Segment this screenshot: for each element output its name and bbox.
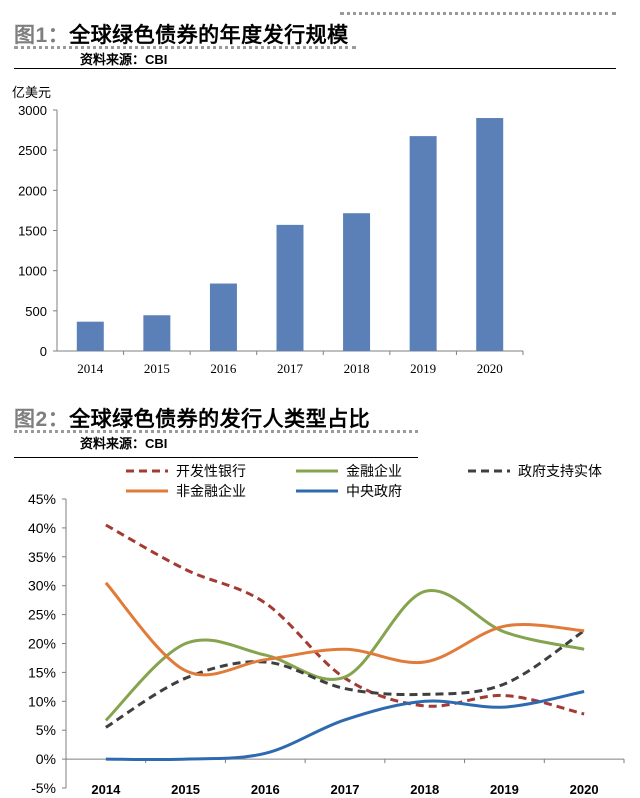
chart1: 0 500 1000 1500 2000 2500 3000 2014 2015 2016 2017…: [18, 103, 524, 376]
figure2-dotted-rule: [14, 430, 418, 433]
chart2-y-tick-label: 40%: [28, 520, 56, 536]
chart2-series-line-3: [104, 581, 585, 677]
chart1-x-tick-label: 2017: [277, 361, 304, 376]
chart2-y-tick-label: 25%: [28, 607, 56, 623]
chart2-x-tick-label: 2019: [490, 782, 519, 797]
chart2-legend-label: 政府支持实体: [518, 463, 602, 479]
chart2-series-line-4: [105, 690, 585, 762]
figure2-rule: [14, 457, 418, 458]
chart1-y-tick-label: 2000: [18, 183, 47, 198]
chart2-series-line-1: [104, 589, 585, 722]
chart2-y-tick-label: 5%: [36, 722, 56, 738]
header-dots-top: [340, 12, 616, 15]
chart2-y-tick-label: 15%: [28, 664, 56, 680]
chart2-series-line-0: [105, 523, 585, 716]
chart2-y-tick-label: 0%: [36, 751, 56, 767]
figure2-colon: ：: [47, 408, 70, 431]
chart2-legend-label: 非金融企业: [176, 483, 246, 499]
chart1-bar: [343, 213, 371, 351]
chart2-legend-label: 中央政府: [346, 483, 402, 499]
figure1-title: 图1：全球绿色债券的年度发行规模: [14, 19, 349, 49]
chart2: 45% 40% 35% 30% 25% 20% 15% 10% 5% 0% -5% 2014 2015 2…: [28, 463, 625, 797]
chart2-y-tick-label: 10%: [28, 693, 56, 709]
chart1-y-tick-label: 2500: [18, 143, 47, 158]
chart2-y-tick-label: 30%: [28, 578, 56, 594]
chart1-bar: [409, 136, 437, 351]
chart1-bar: [209, 283, 237, 351]
chart1-unit-label: 亿美元: [12, 85, 52, 100]
chart2-y-tick-label: 20%: [28, 636, 56, 652]
figure2-number: 图2: [14, 408, 48, 431]
figure1-source: 资料来源：CBI: [80, 52, 168, 67]
figure2-title-text: 全球绿色债券的发行人类型占比: [69, 408, 371, 431]
chart1-x-tick-label: 2015: [144, 361, 170, 376]
chart1-x-tick-label: 2018: [344, 361, 370, 376]
chart1-bar: [143, 315, 171, 351]
chart1-x-tick-label: 2020: [477, 361, 503, 376]
figure2-header: 图2：全球绿色债券的发行人类型占比 资料来源：CBI: [14, 403, 370, 452]
chart1-y-tick-label: 500: [25, 304, 47, 319]
chart2-x-tick-label: 2014: [91, 782, 121, 797]
figure2-title: 图2：全球绿色债券的发行人类型占比: [14, 403, 370, 433]
chart1-y-tick-label: 1000: [18, 264, 47, 279]
chart2-y-tick-label: -5%: [31, 780, 56, 796]
chart1-x-tick-label: 2019: [410, 361, 436, 376]
chart1-bar: [76, 321, 104, 351]
figure1-rule: [14, 68, 616, 69]
figure1-title-text: 全球绿色债券的年度发行规模: [69, 24, 349, 47]
chart2-y-tick-label: 45%: [28, 491, 56, 507]
chart2-x-tick-label: 2018: [410, 782, 439, 797]
chart1-y-tick-label: 1500: [18, 224, 47, 239]
chart2-x-tick-label: 2017: [331, 782, 360, 797]
chart1-x-tick-label: 2016: [210, 361, 237, 376]
figure1-header: 图1：全球绿色债券的年度发行规模 资料来源：CBI: [14, 19, 349, 68]
figure1-number: 图1: [14, 24, 48, 47]
chart2-series-line-2: [105, 629, 585, 729]
chart2-y-tick-label: 35%: [28, 549, 56, 565]
chart2-legend-label: 金融企业: [346, 463, 402, 479]
figure1-colon: ：: [47, 24, 70, 47]
chart1-bar: [476, 118, 504, 352]
figure2-source: 资料来源：CBI: [80, 436, 168, 451]
chart1-bar: [276, 224, 304, 351]
chart1-x-tick-label: 2014: [77, 361, 104, 376]
chart2-legend-label: 开发性银行: [176, 463, 246, 479]
chart2-x-tick-label: 2015: [171, 782, 200, 797]
chart2-x-tick-label: 2016: [251, 782, 280, 797]
chart1-y-tick-label: 0: [40, 344, 47, 359]
figure1-dotted-rule: [14, 46, 356, 49]
chart1-y-tick-label: 3000: [18, 103, 47, 118]
chart2-x-tick-label: 2020: [570, 782, 599, 797]
